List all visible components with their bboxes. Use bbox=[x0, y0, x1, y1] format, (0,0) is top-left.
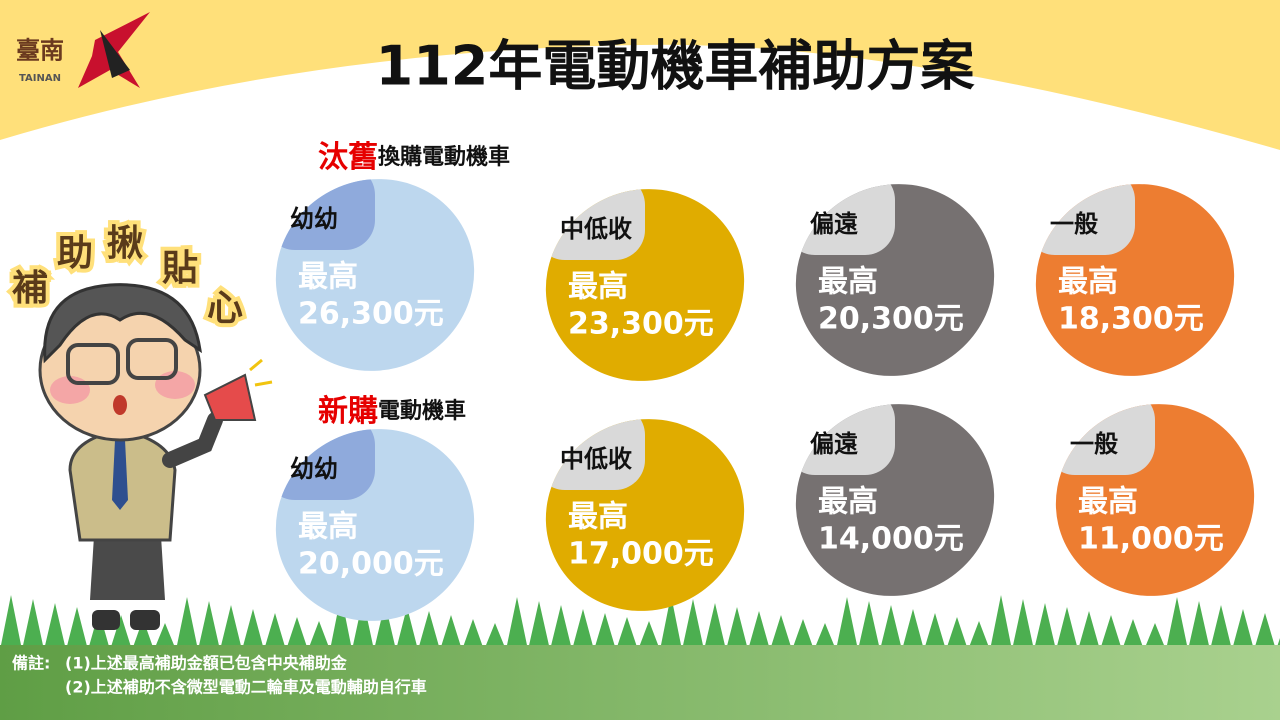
badge-char: 揪 bbox=[107, 223, 143, 264]
item-amount: 11,000元 bbox=[1078, 522, 1224, 557]
item-amount: 26,300元 bbox=[298, 297, 444, 332]
item-amount: 20,300元 bbox=[818, 302, 964, 337]
logo: 臺南 TAINAN bbox=[16, 12, 150, 88]
item-label: 幼幼 bbox=[290, 455, 338, 483]
item-prefix: 最高 bbox=[1058, 265, 1118, 300]
item-prefix: 最高 bbox=[818, 265, 878, 300]
content: 汰舊換購電動機車幼幼最高26,300元中低收最高23,300元偏遠最高20,30… bbox=[265, 140, 1255, 621]
section-title: 汰舊換購電動機車 bbox=[318, 140, 510, 175]
item-label: 中低收 bbox=[560, 215, 632, 243]
item-prefix: 最高 bbox=[298, 510, 358, 545]
section-highlight: 汰舊 bbox=[318, 140, 378, 175]
item-prefix: 最高 bbox=[818, 485, 878, 520]
character bbox=[38, 283, 273, 630]
item-amount: 23,300元 bbox=[568, 307, 714, 342]
grass bbox=[0, 595, 1280, 650]
item-amount: 18,300元 bbox=[1058, 302, 1204, 337]
item-amount: 14,000元 bbox=[818, 522, 964, 557]
section-highlight: 新購 bbox=[318, 394, 378, 429]
logo-text: 臺南 bbox=[16, 36, 64, 65]
badge-char: 心 bbox=[207, 288, 243, 329]
item-amount: 20,000元 bbox=[298, 547, 444, 582]
badge-char: 貼 bbox=[162, 248, 198, 289]
logo-sub: TAINAN bbox=[19, 73, 61, 84]
section-title: 新購電動機車 bbox=[318, 394, 466, 429]
item-label: 一般 bbox=[1050, 210, 1098, 238]
item-prefix: 最高 bbox=[1078, 485, 1138, 520]
note-line: (1)上述最高補助金額已包含中央補助金 bbox=[65, 654, 348, 673]
item-prefix: 最高 bbox=[568, 270, 628, 305]
section-rest: 電動機車 bbox=[378, 399, 466, 424]
grass-blades bbox=[0, 595, 1280, 650]
section-rest: 換購電動機車 bbox=[378, 144, 510, 170]
badge-char: 補 bbox=[12, 268, 48, 309]
badge-char: 助 bbox=[57, 233, 93, 274]
item-label: 中低收 bbox=[560, 445, 632, 473]
note-line: (2)上述補助不含微型電動二輪車及電動輔助自行車 bbox=[65, 678, 427, 697]
logo-mark bbox=[100, 30, 130, 78]
bottom-band bbox=[0, 645, 1280, 720]
item-label: 一般 bbox=[1070, 430, 1118, 458]
top-band bbox=[0, 0, 1280, 150]
notes-label: 備註: bbox=[12, 654, 50, 673]
item-label: 偏遠 bbox=[810, 430, 858, 458]
item-amount: 17,000元 bbox=[568, 537, 714, 572]
item-label: 偏遠 bbox=[810, 210, 858, 238]
item-prefix: 最高 bbox=[298, 260, 358, 295]
title: 112年電動機車補助方案 bbox=[376, 35, 976, 98]
item-label: 幼幼 bbox=[290, 205, 338, 233]
item-prefix: 最高 bbox=[568, 500, 628, 535]
badge: 補助 揪貼心 bbox=[8, 219, 247, 333]
